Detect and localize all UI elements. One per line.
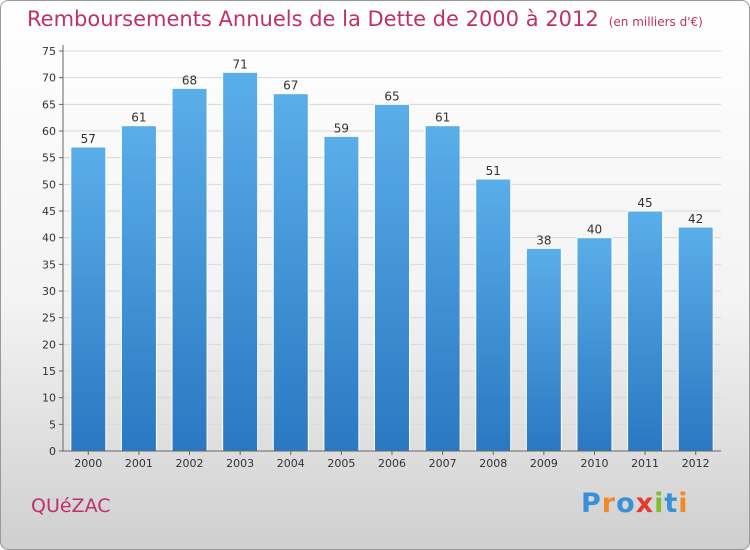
x-tick-label: 2009 bbox=[530, 457, 558, 470]
logo-letter: o bbox=[616, 488, 636, 519]
x-axis: 2000 2001 2002 2003 2004 2005 2006 2007 2008 2009… bbox=[63, 450, 721, 470]
x-tick-label: 2005 bbox=[327, 457, 355, 470]
bar bbox=[677, 226, 714, 452]
bar-value-label: 71 bbox=[233, 57, 248, 71]
chart-unit: (en milliers d'€) bbox=[608, 15, 703, 29]
y-tick-label: 55 bbox=[42, 152, 56, 165]
x-tick-label: 2000 bbox=[74, 457, 102, 470]
y-tick-label: 20 bbox=[42, 338, 56, 351]
bar-value-label: 61 bbox=[435, 111, 450, 125]
bar-value-label: 42 bbox=[688, 212, 703, 226]
logo-letter: r bbox=[601, 488, 617, 519]
y-tick-label: 15 bbox=[42, 365, 56, 378]
bar bbox=[70, 146, 107, 452]
y-tick-label: 70 bbox=[42, 72, 56, 85]
bar bbox=[627, 210, 664, 452]
x-tick-label: 2010 bbox=[580, 457, 608, 470]
y-tick-label: 40 bbox=[42, 232, 56, 245]
logo-letter: x bbox=[635, 488, 655, 519]
y-tick-label: 30 bbox=[42, 285, 56, 298]
bar-value-label: 61 bbox=[131, 111, 146, 125]
bar bbox=[424, 125, 461, 452]
proxiti-logo[interactable]: Proxiti bbox=[581, 488, 689, 519]
bar-value-label: 45 bbox=[637, 196, 652, 210]
bar bbox=[323, 135, 360, 452]
bar bbox=[525, 247, 562, 452]
x-tick-label: 2006 bbox=[378, 457, 406, 470]
bar bbox=[222, 71, 259, 452]
bar-value-label: 51 bbox=[486, 164, 501, 178]
bar bbox=[171, 87, 208, 452]
chart-title: Remboursements Annuels de la Dette de 20… bbox=[27, 7, 703, 31]
bar-value-label: 57 bbox=[81, 132, 96, 146]
x-tick-label: 2011 bbox=[631, 457, 659, 470]
y-tick-label: 65 bbox=[42, 98, 56, 111]
x-tick-label: 2008 bbox=[479, 457, 507, 470]
x-tick-label: 2012 bbox=[682, 457, 710, 470]
bar bbox=[475, 178, 512, 452]
x-tick-label: 2004 bbox=[277, 457, 305, 470]
bar-value-label: 65 bbox=[384, 89, 399, 103]
logo-letter: t bbox=[664, 488, 679, 519]
y-tick-label: 60 bbox=[42, 125, 56, 138]
y-tick-label: 0 bbox=[49, 445, 56, 458]
bar-value-label: 59 bbox=[334, 121, 349, 135]
bars: 57 61 68 71 67 59 65 61 51 38 40 45 42 bbox=[70, 57, 714, 452]
y-axis: 0 5 10 15 20 25 30 35 40 45 50 55 60 65 70 75 bbox=[42, 45, 64, 458]
x-tick-label: 2003 bbox=[226, 457, 254, 470]
y-tick-label: 75 bbox=[42, 45, 56, 58]
x-tick-label: 2001 bbox=[125, 457, 153, 470]
x-tick-label: 2007 bbox=[429, 457, 457, 470]
logo-letter: i bbox=[654, 488, 665, 519]
bar-value-label: 38 bbox=[536, 233, 551, 247]
y-tick-label: 50 bbox=[42, 178, 56, 191]
bar bbox=[576, 237, 613, 452]
y-tick-label: 35 bbox=[42, 258, 56, 271]
y-tick-label: 25 bbox=[42, 312, 56, 325]
commune-name: QUéZAC bbox=[31, 495, 111, 517]
bar bbox=[374, 103, 410, 452]
logo-letter: P bbox=[581, 488, 602, 519]
bar-value-label: 40 bbox=[587, 223, 602, 237]
y-tick-label: 45 bbox=[42, 205, 56, 218]
y-tick-label: 10 bbox=[42, 392, 56, 405]
bar bbox=[272, 93, 309, 452]
chart-title-text: Remboursements Annuels de la Dette de 20… bbox=[27, 7, 599, 31]
bar-value-label: 68 bbox=[182, 73, 197, 87]
logo-letter: i bbox=[678, 488, 689, 519]
bar-value-label: 67 bbox=[283, 79, 298, 93]
bar bbox=[120, 125, 157, 452]
y-tick-label: 5 bbox=[49, 418, 56, 431]
x-tick-label: 2002 bbox=[176, 457, 204, 470]
